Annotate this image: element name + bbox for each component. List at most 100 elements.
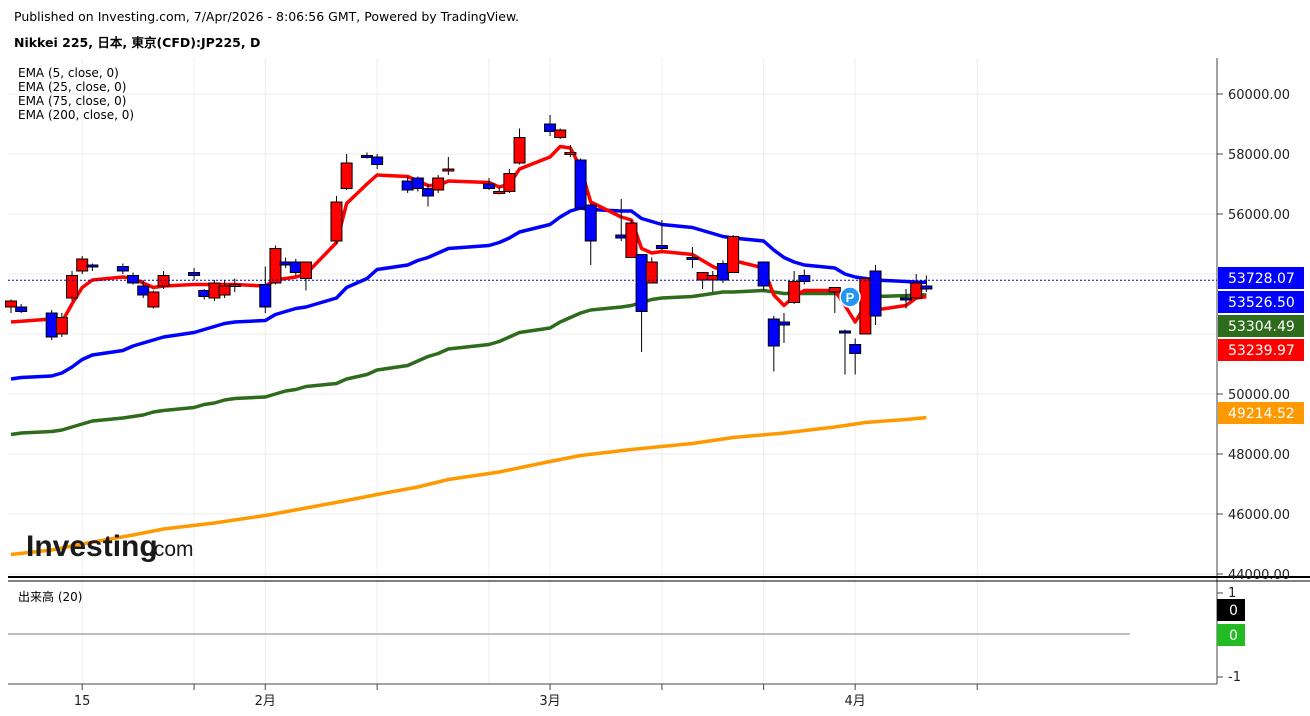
candle-body [360, 155, 373, 158]
candle-body [645, 261, 658, 284]
candle [116, 263, 129, 274]
watermark-suffix: .com [148, 538, 194, 561]
candle-body [157, 275, 170, 287]
candle-body [289, 261, 302, 273]
candle-body [422, 188, 434, 197]
candle [513, 128, 526, 165]
time-tick-label: 3月 [539, 694, 560, 709]
candle-body [228, 284, 241, 287]
price-axis-labels: 44000.00 46000.00 48000.00 50000.00 56000.00… [1217, 88, 1290, 583]
candle-body [371, 156, 384, 165]
candle [900, 289, 913, 309]
candle [5, 299, 17, 313]
candle [45, 310, 58, 340]
candle-body [279, 261, 292, 266]
candle-body [147, 291, 160, 308]
price-tag-bg [1218, 402, 1304, 424]
watermark-brand: Investing [26, 530, 158, 563]
candle-body [218, 285, 231, 296]
time-tick-label: 2月 [255, 694, 276, 709]
candle-body [554, 129, 567, 138]
price-tick-label: 56000.00 [1228, 208, 1290, 223]
candle [218, 280, 231, 298]
legend-ema5: EMA (5, close, 0) [18, 66, 119, 80]
candle-body [777, 321, 790, 326]
candle-body [137, 285, 150, 296]
candle [422, 184, 434, 207]
candle-body [127, 275, 140, 284]
price-tag: 53239.97 [1218, 339, 1304, 361]
candle [686, 247, 699, 268]
candle [360, 152, 373, 159]
candle-body [625, 222, 638, 258]
ema75-line [10, 288, 927, 437]
candle-body [432, 177, 445, 191]
candle-body [208, 282, 221, 299]
legend-ema75: EMA (75, close, 0) [18, 94, 126, 108]
candle [615, 199, 628, 241]
candle-body [757, 261, 770, 287]
candle-body [330, 201, 343, 242]
candle [340, 154, 353, 190]
volume-axis-top: 1 [1228, 586, 1236, 601]
p-marker-circle [839, 286, 861, 308]
axes [8, 58, 1310, 685]
candle [442, 157, 455, 175]
volume-tag-green: 0 [1229, 628, 1238, 644]
volume-tag-black-bg [1217, 599, 1245, 621]
price-tag-label: 53526.50 [1228, 295, 1295, 311]
price-tick-label: 58000.00 [1228, 148, 1290, 163]
volume-panel: 出来高 (20) 1 -1 0 0 [8, 586, 1245, 685]
price-tags: 53728.07 53526.50 53304.49 53239.97 49214.52 [1218, 267, 1304, 424]
candle [228, 278, 241, 292]
candles [5, 115, 933, 375]
candle [289, 259, 302, 276]
candle [299, 261, 312, 291]
price-tick-label: 44000.00 [1228, 568, 1290, 583]
candle-body [513, 137, 526, 164]
grid-lines [8, 58, 1217, 684]
candle [767, 316, 780, 372]
candle [798, 269, 811, 285]
candle [493, 187, 506, 195]
candle-body [198, 290, 211, 297]
candle-body [564, 152, 577, 155]
candle-body [716, 263, 729, 281]
candle [788, 271, 801, 304]
candle [828, 287, 841, 313]
candle [635, 254, 648, 352]
price-tag-label: 53239.97 [1228, 343, 1295, 359]
candle-body [5, 300, 17, 308]
candle-body [55, 317, 68, 335]
p-marker-label: P [846, 290, 855, 305]
candle-body [849, 344, 862, 354]
price-tick-label: 50000.00 [1228, 388, 1290, 403]
price-tick-label: 60000.00 [1228, 88, 1290, 103]
candle-body [615, 234, 628, 239]
candle [655, 220, 668, 250]
candle [920, 275, 933, 292]
candle-body [66, 275, 79, 299]
candle [157, 271, 170, 289]
candle [208, 280, 221, 301]
candle [76, 256, 89, 274]
price-tag-bg [1218, 267, 1304, 289]
price-tag-label: 53304.49 [1228, 319, 1295, 335]
p-marker[interactable]: P [839, 286, 861, 308]
ema-lines [10, 144, 927, 557]
price-tag: 53304.49 [1218, 315, 1304, 337]
volume-axis-bottom: -1 [1228, 670, 1241, 685]
candle [777, 313, 790, 343]
price-tag-bg [1218, 315, 1304, 337]
candle [544, 115, 557, 136]
candle-body [767, 318, 780, 347]
candle [269, 245, 282, 285]
candle [839, 329, 851, 375]
candle [554, 128, 567, 139]
price-tick-label: 46000.00 [1228, 508, 1290, 523]
price-tag: 49214.52 [1218, 402, 1304, 424]
volume-title: 出来高 (20) [18, 589, 82, 604]
candle [869, 265, 882, 325]
candle-body [483, 183, 496, 189]
